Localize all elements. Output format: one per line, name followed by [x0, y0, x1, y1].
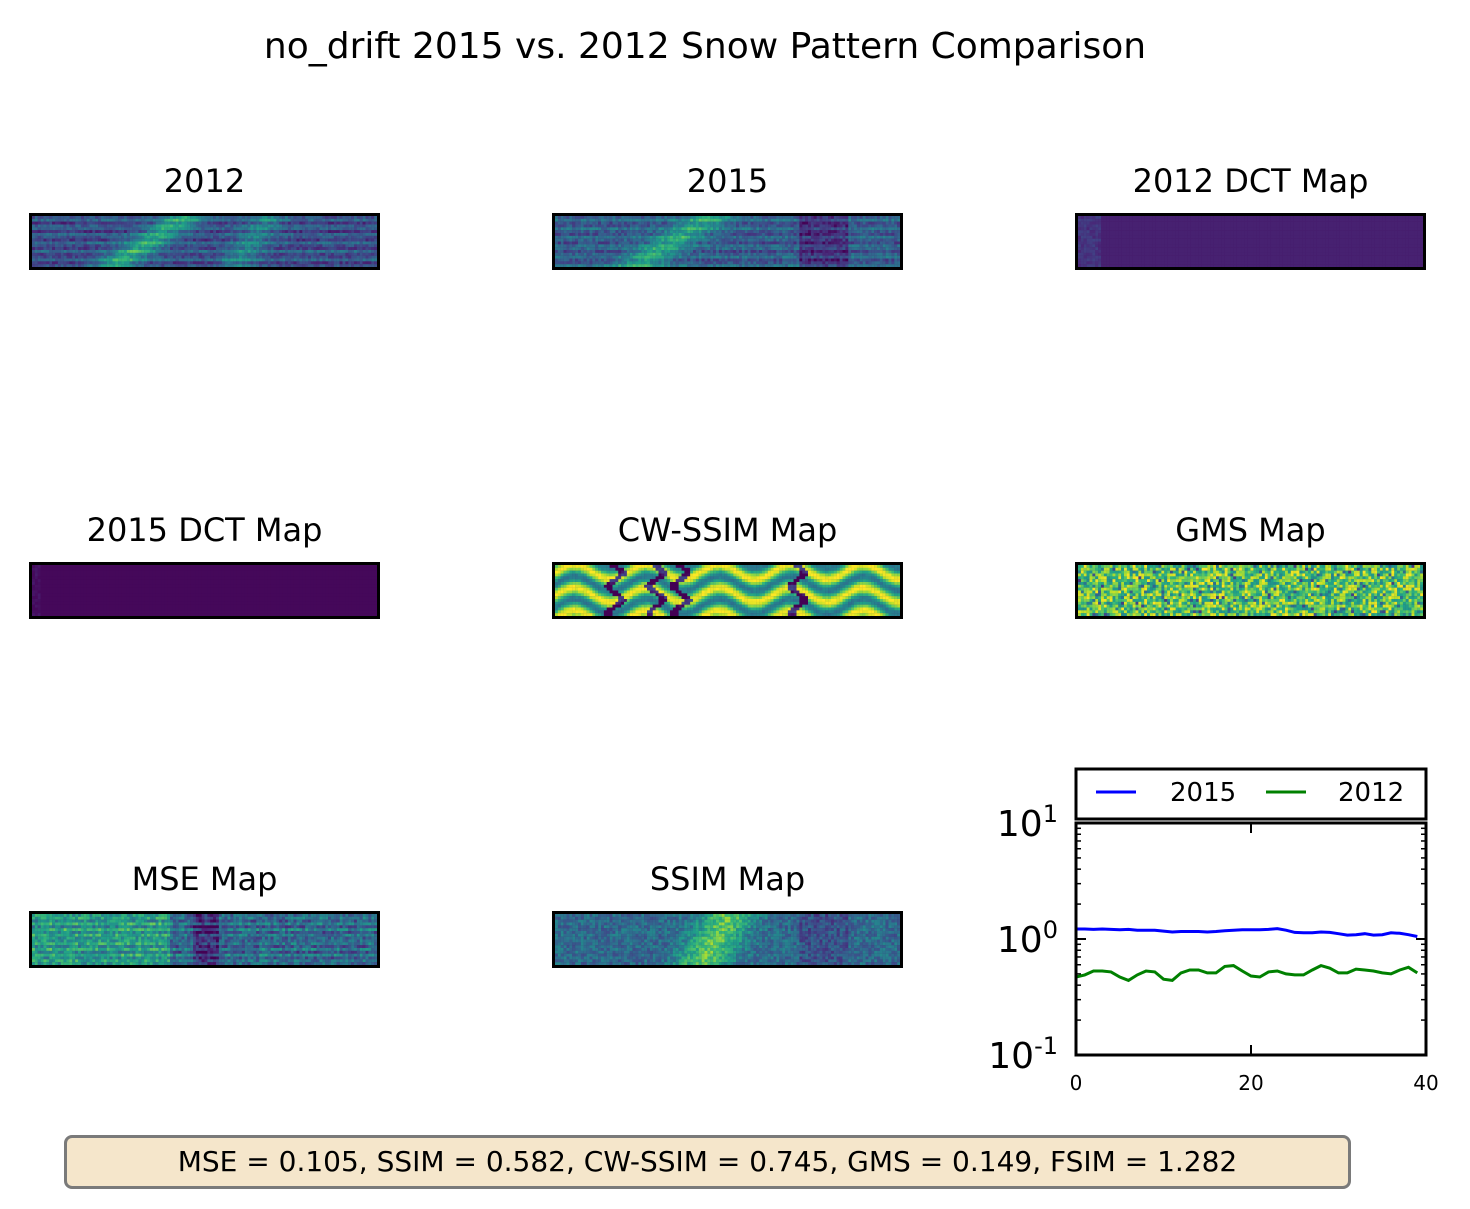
panel-title-mse: MSE Map: [131, 860, 278, 898]
heatmap-cells: [32, 914, 377, 965]
legend-box: [1074, 767, 1428, 821]
panel-title-ssim: SSIM Map: [649, 860, 806, 898]
panel-title-2012-dct: 2012 DCT Map: [1132, 162, 1369, 200]
series-line-2015: [1076, 927, 1418, 938]
y-tick-label: 10-1: [988, 1032, 1058, 1077]
x-tick-label: 0: [1070, 1071, 1083, 1095]
heatmap-cells: [1078, 216, 1423, 267]
cw-ssim-map: [552, 562, 903, 619]
series-line-2012: [1075, 963, 1419, 983]
y-tick-label: 101: [997, 800, 1058, 845]
panel-title-gms: GMS Map: [1175, 511, 1326, 549]
heatmap-cells: [555, 914, 900, 965]
dct-map-2012: [1075, 213, 1426, 270]
heatmap-cells: [555, 216, 900, 267]
heatmap-cells: [1078, 565, 1423, 616]
heatmap-cells: [555, 565, 900, 616]
image-2015: [552, 213, 903, 270]
heatmap-cells: [32, 565, 377, 616]
ssim-map: [552, 911, 903, 968]
panel-title-2015-dct: 2015 DCT Map: [86, 511, 323, 549]
x-tick-label: 20: [1238, 1071, 1263, 1095]
panel-title-2012: 2012: [163, 162, 246, 200]
gms-map: [1075, 562, 1426, 619]
panel-title-cw-ssim: CW-SSIM Map: [617, 511, 838, 549]
y-tick-label: 100: [997, 916, 1058, 961]
legend-label-2015: 2015: [1170, 778, 1236, 808]
plot-frame: [1074, 821, 1428, 1057]
mse-map: [29, 911, 380, 968]
line-chart: 101 100 10-1 0 20 40 2015 2012: [988, 767, 1439, 1095]
metrics-summary-box: MSE = 0.105, SSIM = 0.582, CW-SSIM = 0.7…: [64, 1135, 1351, 1189]
panel-title-2015: 2015: [686, 162, 769, 200]
figure-title: no_drift 2015 vs. 2012 Snow Pattern Comp…: [263, 26, 1147, 67]
heatmap-cells: [32, 216, 377, 267]
x-tick-label: 40: [1413, 1071, 1438, 1095]
dct-map-2015: [29, 562, 380, 619]
legend-label-2012: 2012: [1338, 778, 1404, 808]
image-2012: [29, 213, 380, 270]
